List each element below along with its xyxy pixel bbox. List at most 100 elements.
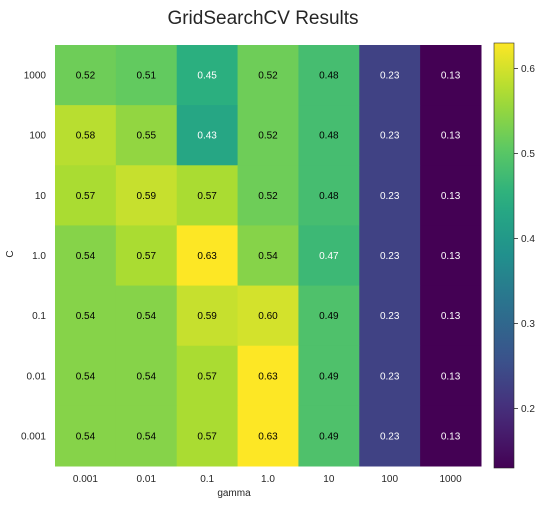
heatmap-cell-r3-c3 bbox=[237, 225, 299, 287]
heatmap-cell-r6-c6 bbox=[420, 405, 482, 467]
colorbar-tick-label: 0.3 bbox=[521, 319, 535, 330]
cell-value-label-r5-c6: 0.13 bbox=[441, 371, 461, 382]
cell-value-label-r5-c1: 0.54 bbox=[137, 371, 157, 382]
cell-value-label-r5-c2: 0.57 bbox=[197, 371, 217, 382]
heatmap-cell-r2-c3 bbox=[237, 165, 299, 226]
cell-value-label-r0-c6: 0.13 bbox=[441, 71, 461, 82]
cell-value-label-r6-c1: 0.54 bbox=[137, 431, 157, 442]
y-tick-label: 10 bbox=[35, 191, 47, 202]
y-tick-label: 0.01 bbox=[27, 371, 47, 382]
heatmap-cell-r1-c3 bbox=[237, 105, 299, 166]
heatmap-cell-r1-c6 bbox=[420, 105, 482, 166]
heatmap-cell-r1-c1 bbox=[115, 105, 178, 166]
heatmap-cell-r6-c0 bbox=[55, 405, 117, 467]
cell-value-label-r2-c4: 0.48 bbox=[319, 191, 339, 202]
x-tick-label: 0.01 bbox=[137, 474, 157, 485]
colorbar-tick-label: 0.6 bbox=[521, 64, 535, 75]
heatmap-cell-r6-c2 bbox=[176, 405, 239, 467]
cell-value-label-r6-c0: 0.54 bbox=[76, 431, 96, 442]
cell-value-label-r6-c6: 0.13 bbox=[441, 431, 461, 442]
heatmap-cell-r0-c6 bbox=[420, 45, 482, 106]
cell-value-label-r1-c2: 0.43 bbox=[197, 131, 217, 142]
cell-value-label-r1-c5: 0.23 bbox=[380, 131, 400, 142]
heatmap-cell-r5-c1 bbox=[115, 345, 178, 407]
x-tick-label: 1.0 bbox=[261, 474, 275, 485]
x-tick-label: 0.001 bbox=[73, 474, 98, 485]
cell-value-label-r0-c1: 0.51 bbox=[137, 71, 157, 82]
heatmap-cell-r2-c2 bbox=[176, 165, 239, 226]
heatmap-cell-r0-c0 bbox=[55, 45, 117, 106]
heatmap-cell-r0-c2 bbox=[176, 45, 239, 106]
colorbar-tick-label: 0.5 bbox=[521, 149, 535, 160]
cell-value-label-r6-c3: 0.63 bbox=[258, 431, 278, 442]
cell-value-label-r3-c1: 0.57 bbox=[137, 251, 157, 262]
cell-value-label-r3-c2: 0.63 bbox=[197, 251, 217, 262]
y-tick-label: 0.001 bbox=[21, 431, 46, 442]
heatmap-cell-r4-c1 bbox=[115, 285, 178, 347]
cell-value-label-r4-c0: 0.54 bbox=[76, 311, 96, 322]
cell-value-label-r4-c6: 0.13 bbox=[441, 311, 461, 322]
cell-value-label-r2-c6: 0.13 bbox=[441, 191, 461, 202]
x-tick-label: 1000 bbox=[439, 474, 462, 485]
cell-value-label-r6-c2: 0.57 bbox=[197, 431, 217, 442]
cell-value-label-r5-c3: 0.63 bbox=[258, 371, 278, 382]
cell-value-label-r6-c4: 0.49 bbox=[319, 431, 339, 442]
heatmap-cell-r0-c5 bbox=[359, 45, 421, 106]
cell-value-label-r4-c5: 0.23 bbox=[380, 311, 400, 322]
heatmap-cell-r1-c0 bbox=[55, 105, 117, 166]
cell-value-label-r3-c6: 0.13 bbox=[441, 251, 461, 262]
cell-value-label-r0-c5: 0.23 bbox=[380, 71, 400, 82]
cell-value-label-r3-c4: 0.47 bbox=[319, 251, 339, 262]
cell-value-label-r3-c3: 0.54 bbox=[258, 251, 278, 262]
heatmap-cell-r6-c1 bbox=[115, 405, 178, 467]
cell-value-label-r1-c6: 0.13 bbox=[441, 131, 461, 142]
heatmap-cell-r4-c2 bbox=[176, 285, 239, 347]
x-tick-label: 100 bbox=[381, 474, 398, 485]
cell-value-label-r3-c5: 0.23 bbox=[380, 251, 400, 262]
heatmap-cell-r4-c0 bbox=[55, 285, 117, 347]
heatmap-cell-r6-c5 bbox=[359, 405, 421, 467]
heatmap-cell-r3-c1 bbox=[115, 225, 178, 287]
heatmap-cell-r1-c4 bbox=[298, 105, 360, 166]
cell-value-label-r0-c0: 0.52 bbox=[76, 71, 96, 82]
heatmap-cell-r0-c4 bbox=[298, 45, 360, 106]
cell-value-label-r1-c1: 0.55 bbox=[137, 131, 157, 142]
heatmap-cell-r6-c4 bbox=[298, 405, 360, 467]
heatmap-cell-r1-c5 bbox=[359, 105, 421, 166]
heatmap-cell-r5-c4 bbox=[298, 345, 360, 407]
cell-value-label-r0-c4: 0.48 bbox=[319, 71, 339, 82]
cell-value-label-r0-c3: 0.52 bbox=[258, 71, 278, 82]
cell-value-label-r4-c3: 0.60 bbox=[258, 311, 278, 322]
x-tick-label: 10 bbox=[323, 474, 335, 485]
cell-value-label-r4-c2: 0.59 bbox=[197, 311, 217, 322]
heatmap-cell-r1-c2 bbox=[176, 105, 239, 166]
cell-value-label-r5-c4: 0.49 bbox=[319, 371, 339, 382]
cell-value-label-r0-c2: 0.45 bbox=[197, 71, 217, 82]
heatmap-cell-r0-c3 bbox=[237, 45, 299, 106]
heatmap-cell-r2-c5 bbox=[359, 165, 421, 226]
y-axis-label: C bbox=[5, 250, 16, 257]
heatmap-cell-r4-c5 bbox=[359, 285, 421, 347]
heatmap-cell-r3-c2 bbox=[176, 225, 239, 287]
y-tick-label: 1000 bbox=[24, 71, 47, 82]
heatmap-cell-r6-c3 bbox=[237, 405, 299, 467]
heatmap-cell-r5-c2 bbox=[176, 345, 239, 407]
y-tick-label: 0.1 bbox=[32, 311, 46, 322]
chart-title: GridSearchCV Results bbox=[167, 8, 358, 29]
colorbar: 0.2 0.3 0.4 0.5 0.6 bbox=[493, 42, 535, 469]
heatmap-cell-r3-c6 bbox=[420, 225, 482, 287]
heatmap-cell-r3-c4 bbox=[298, 225, 360, 287]
cell-value-label-r6-c5: 0.23 bbox=[380, 431, 400, 442]
y-axis-ticks: 1000 100 10 1.0 0.1 0.01 0.001 bbox=[21, 71, 46, 443]
cell-value-label-r3-c0: 0.54 bbox=[76, 251, 96, 262]
cell-value-label-r1-c3: 0.52 bbox=[258, 131, 278, 142]
x-axis-ticks: 0.001 0.01 0.1 1.0 10 100 1000 bbox=[73, 474, 462, 485]
cell-value-label-r2-c2: 0.57 bbox=[197, 191, 217, 202]
cell-value-label-r2-c3: 0.52 bbox=[258, 191, 278, 202]
y-tick-label: 100 bbox=[29, 131, 46, 142]
heatmap-cell-r5-c5 bbox=[359, 345, 421, 407]
heatmap-cell-r5-c3 bbox=[237, 345, 299, 407]
heatmap-cell-r0-c1 bbox=[115, 45, 178, 106]
cell-value-label-r1-c4: 0.48 bbox=[319, 131, 339, 142]
